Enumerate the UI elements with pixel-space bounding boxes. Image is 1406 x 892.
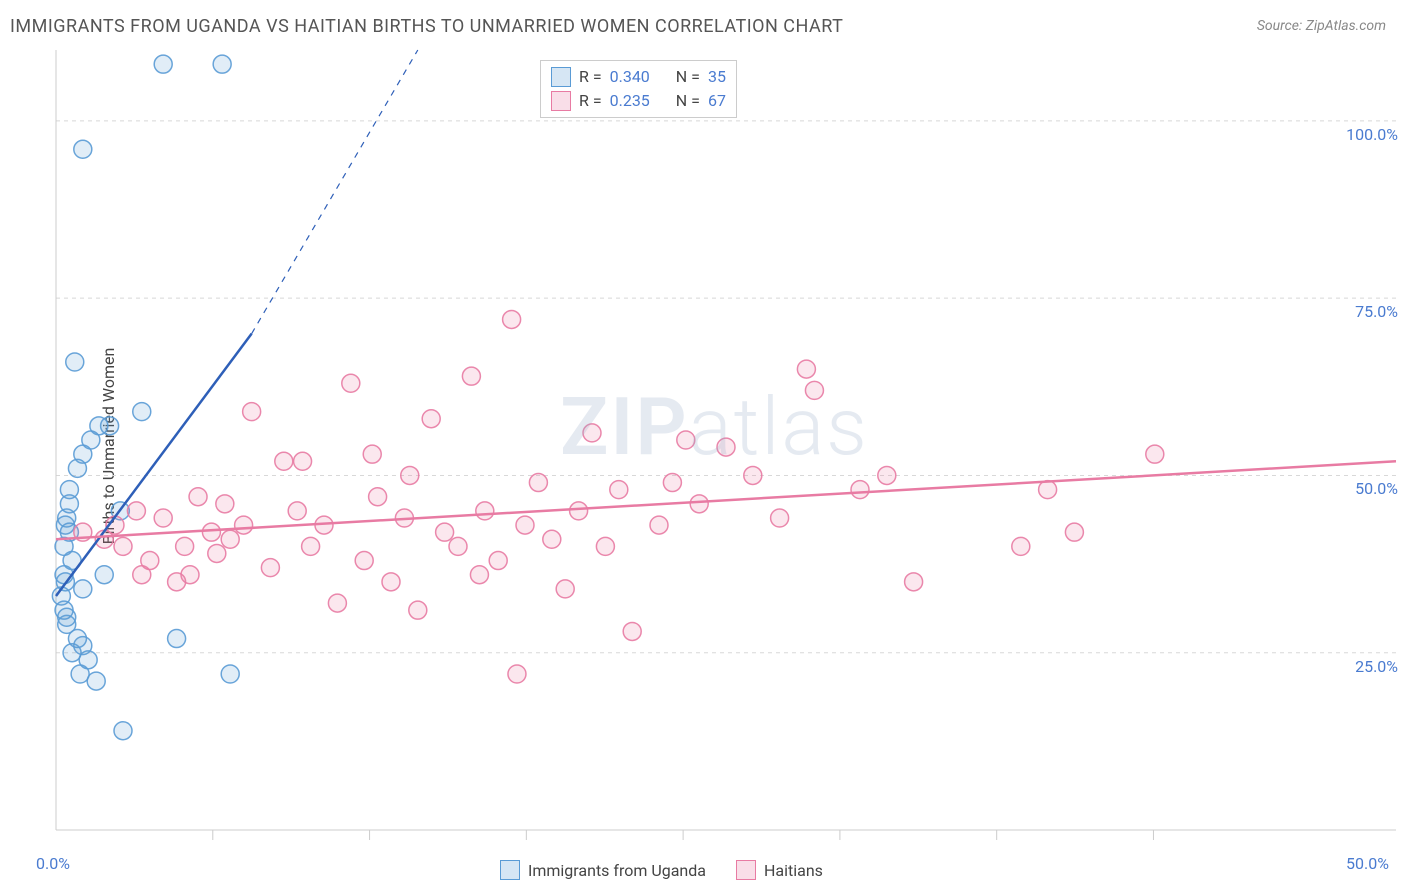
- n-label: N =: [676, 65, 700, 89]
- series-legend: Immigrants from Uganda Haitians: [500, 860, 823, 880]
- legend-row: R = 0.235 N = 67: [551, 89, 726, 113]
- n-value: 67: [708, 89, 726, 113]
- n-value: 35: [708, 65, 726, 89]
- r-label: R =: [579, 89, 602, 113]
- r-value: 0.235: [610, 89, 650, 113]
- n-label: N =: [676, 89, 700, 113]
- legend-swatch: [500, 860, 520, 880]
- y-tick-label: 50.0%: [1355, 479, 1398, 498]
- y-tick-label: 75.0%: [1355, 302, 1398, 321]
- x-tick-label: 0.0%: [36, 854, 70, 873]
- legend-label: Immigrants from Uganda: [528, 861, 706, 880]
- chart-container: IMMIGRANTS FROM UGANDA VS HAITIAN BIRTHS…: [0, 0, 1406, 892]
- x-tick-label: 50.0%: [1346, 854, 1389, 873]
- legend-swatch: [551, 67, 571, 87]
- legend-swatch: [551, 91, 571, 111]
- y-tick-label: 100.0%: [1346, 125, 1398, 144]
- r-label: R =: [579, 65, 602, 89]
- legend-item: Haitians: [736, 860, 823, 880]
- legend-label: Haitians: [764, 861, 823, 880]
- y-tick-label: 25.0%: [1355, 657, 1398, 676]
- legend-row: R = 0.340 N = 35: [551, 65, 726, 89]
- correlation-legend: R = 0.340 N = 35 R = 0.235 N = 67: [540, 60, 737, 118]
- scatter-chart-svg: [0, 0, 1406, 892]
- legend-item: Immigrants from Uganda: [500, 860, 706, 880]
- legend-swatch: [736, 860, 756, 880]
- r-value: 0.340: [610, 65, 650, 89]
